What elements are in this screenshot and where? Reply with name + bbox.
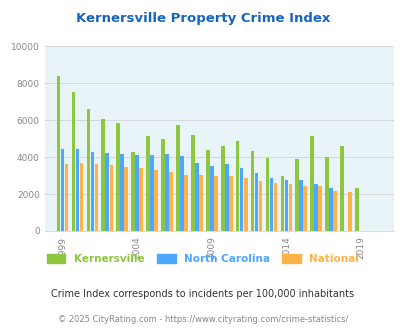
Bar bbox=[228, 177, 232, 231]
Bar bbox=[194, 163, 198, 231]
Bar bbox=[254, 173, 258, 231]
Bar bbox=[213, 176, 217, 231]
Bar bbox=[120, 154, 124, 231]
Bar bbox=[61, 149, 64, 231]
Bar bbox=[288, 184, 292, 231]
Bar bbox=[328, 187, 332, 231]
Bar bbox=[269, 178, 273, 231]
Text: © 2025 CityRating.com - https://www.cityrating.com/crime-statistics/: © 2025 CityRating.com - https://www.city… bbox=[58, 315, 347, 324]
Bar bbox=[309, 136, 313, 231]
Bar bbox=[347, 192, 351, 231]
Bar bbox=[86, 109, 90, 231]
Bar bbox=[169, 172, 173, 231]
Bar bbox=[284, 180, 288, 231]
Bar bbox=[280, 177, 283, 231]
Bar bbox=[354, 187, 358, 231]
Bar bbox=[190, 135, 194, 231]
Bar bbox=[146, 136, 149, 231]
Bar bbox=[71, 92, 75, 231]
Bar bbox=[235, 141, 239, 231]
Bar bbox=[124, 167, 128, 231]
Bar bbox=[333, 191, 336, 231]
Bar bbox=[150, 155, 153, 231]
Bar bbox=[250, 150, 254, 231]
Bar bbox=[295, 159, 298, 231]
Bar bbox=[116, 123, 120, 231]
Bar bbox=[339, 146, 343, 231]
Bar bbox=[94, 164, 98, 231]
Bar bbox=[180, 156, 183, 231]
Bar bbox=[183, 175, 188, 231]
Text: Kernersville Property Crime Index: Kernersville Property Crime Index bbox=[76, 12, 329, 24]
Text: Crime Index corresponds to incidents per 100,000 inhabitants: Crime Index corresponds to incidents per… bbox=[51, 289, 354, 299]
Bar bbox=[198, 175, 202, 231]
Bar bbox=[324, 157, 328, 231]
Bar bbox=[243, 178, 247, 231]
Bar bbox=[205, 150, 209, 231]
Bar bbox=[161, 139, 164, 231]
Bar bbox=[79, 163, 83, 231]
Bar bbox=[258, 181, 262, 231]
Bar bbox=[313, 184, 317, 231]
Bar bbox=[75, 149, 79, 231]
Bar bbox=[265, 158, 269, 231]
Bar bbox=[176, 125, 179, 231]
Bar bbox=[303, 186, 307, 231]
Bar bbox=[57, 76, 60, 231]
Bar bbox=[131, 152, 135, 231]
Bar bbox=[299, 180, 303, 231]
Legend: Kernersville, North Carolina, National: Kernersville, North Carolina, National bbox=[47, 253, 358, 264]
Bar bbox=[109, 165, 113, 231]
Bar bbox=[135, 155, 139, 231]
Bar bbox=[64, 164, 68, 231]
Bar bbox=[239, 168, 243, 231]
Bar bbox=[105, 153, 109, 231]
Bar bbox=[154, 170, 158, 231]
Bar bbox=[165, 154, 168, 231]
Bar bbox=[90, 152, 94, 231]
Bar bbox=[209, 166, 213, 231]
Bar bbox=[139, 168, 143, 231]
Bar bbox=[273, 183, 277, 231]
Bar bbox=[318, 186, 321, 231]
Bar bbox=[224, 164, 228, 231]
Bar bbox=[220, 146, 224, 231]
Bar bbox=[101, 119, 105, 231]
